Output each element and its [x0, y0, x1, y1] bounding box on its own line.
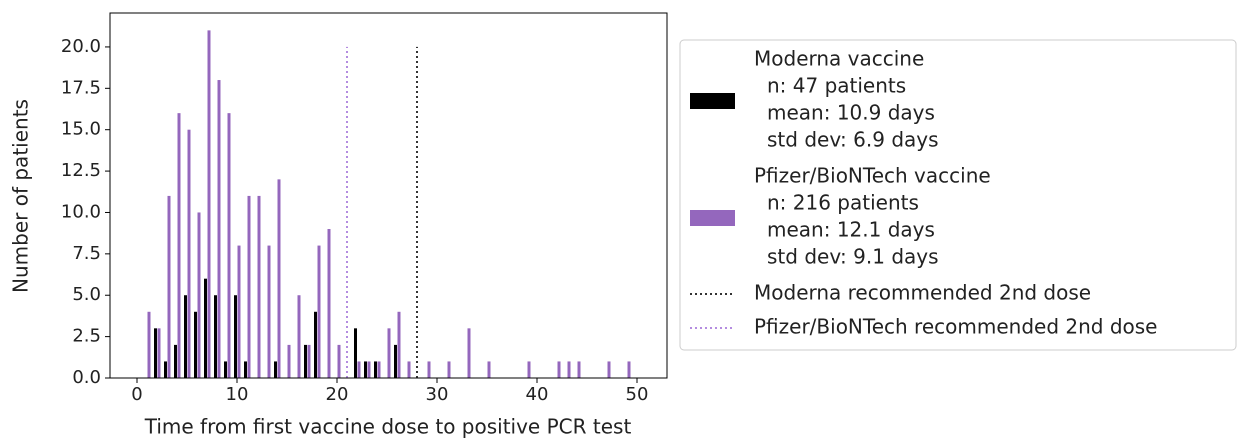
- legend-box: [679, 39, 1237, 351]
- legend-detail: n: 216 patients: [767, 191, 919, 215]
- x-tick-label: 50: [626, 384, 649, 405]
- legend-swatch: [690, 93, 735, 109]
- bar: [567, 361, 571, 378]
- bar: [487, 361, 491, 378]
- legend-label: Moderna recommended 2nd dose: [754, 281, 1091, 305]
- x-tick-label: 10: [226, 384, 249, 405]
- y-tick-label: 12.5: [61, 160, 101, 181]
- bar: [387, 328, 391, 378]
- y-tick-label: 10.0: [61, 201, 101, 222]
- bar: [227, 113, 231, 378]
- bar: [174, 344, 177, 378]
- y-tick-label: 7.5: [72, 243, 101, 264]
- y-tick-label: 15.0: [61, 119, 101, 140]
- bar: [237, 245, 241, 378]
- bar: [607, 361, 611, 378]
- bar: [147, 311, 151, 378]
- bar: [224, 361, 227, 378]
- legend-detail: mean: 10.9 days: [767, 101, 935, 125]
- bar: [354, 328, 357, 378]
- bar: [204, 278, 207, 378]
- legend-detail: mean: 12.1 days: [767, 218, 935, 242]
- legend-detail: std dev: 9.1 days: [767, 245, 939, 269]
- bar: [314, 311, 317, 378]
- bar: [367, 361, 371, 378]
- y-tick-label: 20.0: [61, 36, 101, 57]
- bar: [214, 295, 217, 378]
- bar: [304, 344, 307, 378]
- bar: [447, 361, 451, 378]
- bar: [167, 195, 171, 378]
- y-tick-label: 5.0: [72, 284, 101, 305]
- bar: [377, 361, 381, 378]
- bar: [267, 245, 271, 378]
- bar: [184, 295, 187, 378]
- bar: [287, 344, 291, 378]
- bar: [427, 361, 431, 378]
- bar: [247, 195, 251, 378]
- bar: [177, 113, 181, 378]
- bar: [187, 129, 191, 378]
- legend-label: Pfizer/BioNTech recommended 2nd dose: [754, 315, 1157, 339]
- legend-swatch: [690, 210, 735, 226]
- bar: [394, 344, 397, 378]
- bar: [317, 245, 321, 378]
- y-axis-label: Number of patients: [9, 99, 33, 293]
- bar: [277, 179, 281, 378]
- x-tick-label: 30: [426, 384, 449, 405]
- legend-detail: n: 47 patients: [767, 74, 906, 98]
- bar: [397, 311, 401, 378]
- bar: [274, 361, 277, 378]
- legend-label: Pfizer/BioNTech vaccine: [754, 164, 991, 188]
- bar: [297, 295, 301, 378]
- legend-label: Moderna vaccine: [754, 47, 924, 71]
- bar: [364, 361, 367, 378]
- bar: [627, 361, 631, 378]
- bar: [527, 361, 531, 378]
- bar: [257, 195, 261, 378]
- bar: [244, 361, 247, 378]
- x-tick-label: 0: [131, 384, 142, 405]
- bar: [217, 80, 221, 378]
- bar: [337, 344, 341, 378]
- bar: [557, 361, 561, 378]
- bar: [157, 328, 161, 378]
- y-tick-label: 17.5: [61, 77, 101, 98]
- bar: [374, 361, 377, 378]
- bar: [307, 344, 311, 378]
- x-tick-label: 20: [326, 384, 349, 405]
- bar: [234, 295, 237, 378]
- bar: [207, 30, 211, 379]
- bar: [467, 328, 471, 378]
- x-axis-label: Time from first vaccine dose to positive…: [144, 415, 632, 439]
- bar: [154, 328, 157, 378]
- bar: [357, 361, 361, 378]
- bar: [577, 361, 581, 378]
- bar: [194, 311, 197, 378]
- bar: [197, 212, 201, 378]
- bar: [327, 229, 331, 378]
- y-tick-label: 0.0: [72, 367, 101, 388]
- bar: [407, 361, 411, 378]
- x-tick-label: 40: [526, 384, 549, 405]
- plot-frame: [109, 12, 668, 379]
- bar: [164, 361, 167, 378]
- legend-detail: std dev: 6.9 days: [767, 128, 939, 152]
- y-tick-label: 2.5: [72, 326, 101, 347]
